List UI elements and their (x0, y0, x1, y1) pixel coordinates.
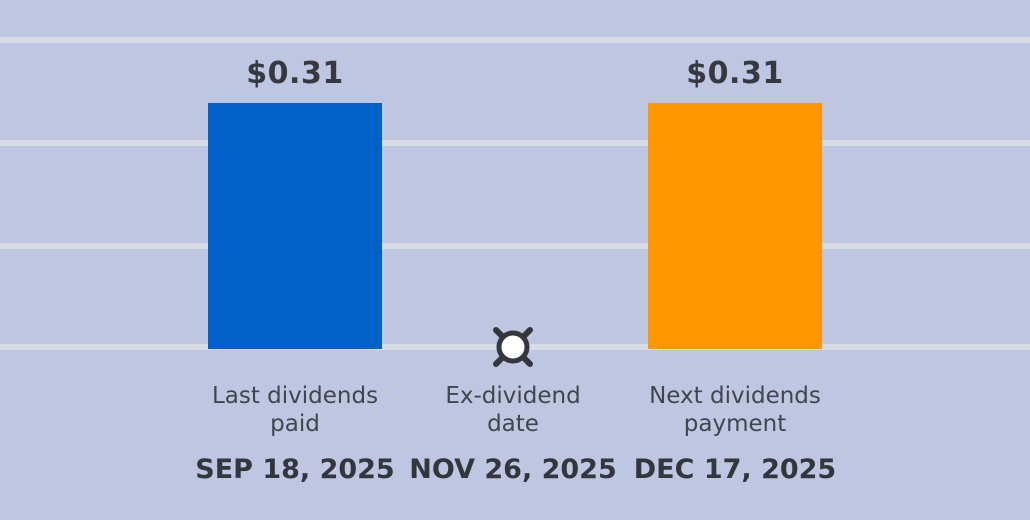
chart-column-next-dividends: $0.31 Next dividends payment DEC 17, 202… (615, 0, 855, 520)
bar-value-label: $0.31 (686, 56, 784, 91)
category-label-line1: Next dividends (649, 383, 821, 409)
circle-x-icon (485, 319, 541, 375)
category-label-line2: payment (683, 411, 787, 437)
bar-value-label: $0.31 (246, 56, 344, 91)
category-label: Last dividends paid (155, 382, 435, 438)
gridline (0, 37, 1030, 43)
date-label: DEC 17, 2025 (633, 454, 837, 485)
gridline (0, 140, 1030, 146)
gridline (0, 243, 1030, 249)
date-label: NOV 26, 2025 (409, 454, 617, 485)
chart-column-ex-dividend: Ex-dividend date NOV 26, 2025 (393, 0, 633, 520)
category-label-line2: paid (270, 411, 320, 437)
bar (208, 103, 382, 349)
date-label: SEP 18, 2025 (195, 454, 395, 485)
category-label: Next dividends payment (595, 382, 875, 438)
category-label-line1: Ex-dividend (445, 383, 581, 409)
category-label-line1: Last dividends (211, 383, 379, 409)
category-label: Ex-dividend date (373, 382, 653, 438)
chart-column-last-dividends: $0.31 Last dividends paid SEP 18, 2025 (175, 0, 415, 520)
bar (648, 103, 822, 349)
category-label-line2: date (487, 411, 539, 437)
